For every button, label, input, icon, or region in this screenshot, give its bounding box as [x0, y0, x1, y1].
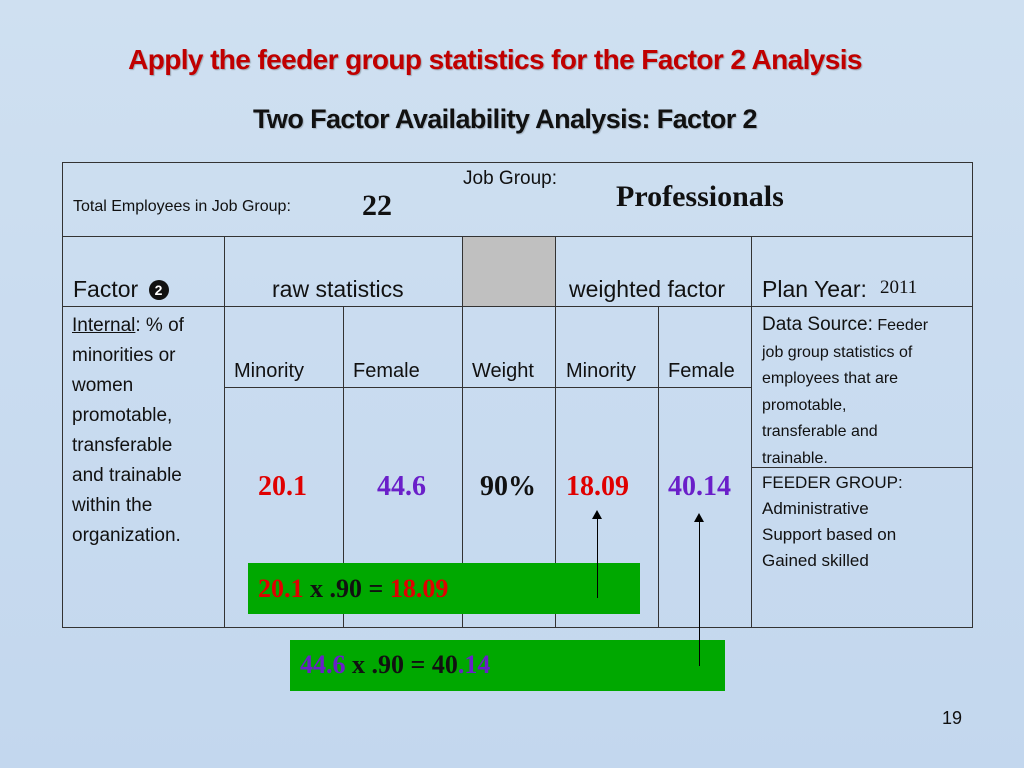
factor-table	[62, 162, 973, 628]
value-raw-female: 44.6	[377, 471, 426, 502]
total-employees-value: 22	[362, 189, 392, 222]
plan-year-value: 2011	[880, 277, 918, 298]
female-equation-op: x .90 = 40	[345, 650, 458, 679]
minority-equation-result: 18.09	[389, 574, 449, 603]
female-arrow-shaft	[699, 521, 700, 666]
slide-subtitle: Two Factor Availability Analysis: Factor…	[253, 104, 758, 134]
female-equation: 44.6 x .90 = 40.14	[300, 650, 490, 680]
feeder-group-line: Gained skilled	[762, 551, 869, 570]
internal-desc-line: promotable,	[72, 405, 173, 426]
table-col-divider	[462, 236, 463, 628]
total-employees-label: Total Employees in Job Group:	[73, 198, 291, 215]
internal-desc-line: transferable	[72, 435, 173, 456]
data-source-label: Data Source:	[762, 314, 873, 335]
table-rule-header	[62, 236, 973, 237]
feeder-group-line: Support based on	[762, 525, 897, 544]
feeder-group-line: Administrative	[762, 499, 869, 518]
col-header-raw-female: Female	[353, 360, 420, 382]
col-header-wf-minority: Minority	[566, 360, 637, 382]
minority-arrow-shaft	[597, 518, 598, 598]
minority-equation: 20.1 x .90 = 18.09	[258, 574, 448, 604]
slide-title: Apply the feeder group statistics for th…	[128, 44, 862, 75]
internal-desc-line: : % of	[135, 315, 184, 336]
female-equation-result: .14	[457, 650, 491, 679]
data-source-line: trainable.	[762, 449, 828, 467]
circled-two-icon: 2	[148, 280, 169, 300]
value-weight: 90%	[480, 471, 536, 502]
table-col-divider	[224, 236, 225, 628]
data-source-line: Feeder	[877, 317, 929, 334]
minority-arrow-head-icon	[592, 510, 602, 519]
female-arrow-head-icon	[694, 513, 704, 522]
data-source-line: promotable,	[762, 396, 847, 414]
minority-equation-op: x .90 =	[303, 574, 390, 603]
minority-equation-input: 20.1	[258, 574, 304, 603]
feeder-group-line: FEEDER GROUP:	[762, 473, 903, 492]
data-source-line: job group statistics of	[762, 343, 913, 361]
data-source-line: transferable and	[762, 423, 878, 440]
job-group-label: Job Group:	[463, 168, 557, 189]
table-rule-datasource	[751, 467, 973, 468]
female-equation-box	[290, 640, 725, 691]
internal-desc-line: and trainable	[72, 465, 182, 486]
value-wf-minority: 18.09	[566, 471, 629, 502]
table-col-divider	[658, 306, 659, 628]
value-raw-minority: 20.1	[258, 471, 307, 502]
table-col-divider	[555, 236, 556, 628]
table-col-divider	[343, 306, 344, 628]
data-source-cell: Data Source: Feeder job group statistics…	[762, 312, 968, 472]
internal-desc-line: minorities or	[72, 345, 176, 366]
factor-label: Factor 2	[73, 276, 169, 303]
weight-header-shade	[463, 237, 555, 306]
internal-description: Internal: % of minorities or women promo…	[72, 311, 222, 551]
value-wf-female: 40.14	[668, 471, 731, 502]
feeder-group-cell: FEEDER GROUP: Administrative Support bas…	[762, 470, 968, 574]
internal-label: Internal	[72, 315, 136, 336]
minority-equation-box	[248, 563, 640, 614]
internal-desc-line: organization.	[72, 525, 181, 546]
internal-desc-line: within the	[72, 495, 153, 516]
table-rule-colheads	[224, 387, 751, 388]
table-rule-factor	[62, 306, 973, 307]
factor-label-text: Factor	[73, 276, 139, 302]
weighted-factor-label: weighted factor	[569, 276, 725, 302]
female-equation-input: 44.6	[300, 650, 346, 679]
job-group-value: Professionals	[616, 180, 784, 213]
page-number: 19	[941, 708, 962, 728]
col-header-weight: Weight	[472, 360, 534, 382]
col-header-raw-minority: Minority	[234, 360, 305, 382]
data-source-line: employees that are	[762, 370, 899, 387]
table-col-divider	[751, 236, 752, 628]
plan-year-label: Plan Year:	[762, 276, 867, 302]
internal-desc-line: women	[72, 375, 134, 396]
raw-statistics-label: raw statistics	[272, 276, 404, 302]
col-header-wf-female: Female	[668, 360, 735, 382]
